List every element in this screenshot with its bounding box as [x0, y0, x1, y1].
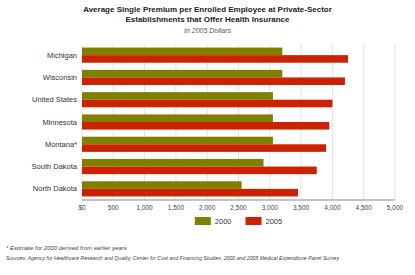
grid-line [363, 44, 364, 200]
bar [82, 55, 348, 63]
category-label: South Dakota [32, 162, 78, 171]
grid [82, 44, 395, 200]
bar [82, 181, 242, 189]
x-axis [82, 200, 395, 201]
bar [82, 189, 298, 197]
legend-swatch [195, 217, 211, 225]
tick-label: 1,000 [136, 204, 153, 211]
footnote: * Estimate for 2000 derived from earlier… [6, 245, 127, 251]
tick-label: 5,000 [387, 204, 404, 211]
bars [82, 48, 348, 197]
tick-label: 500 [108, 204, 119, 211]
tick-label: 1,500 [168, 204, 185, 211]
footnote: Sources: Agency for Healthcare Research … [6, 255, 339, 261]
category-label: Wisconsin [43, 73, 77, 82]
bar [82, 137, 273, 145]
legend-swatch [246, 217, 262, 225]
tick-label: 4,000 [324, 204, 341, 211]
title: Establishments that Offer Health Insuran… [125, 15, 290, 24]
chart: Average Single Premium per Enrolled Empl… [0, 0, 415, 275]
bar [82, 144, 326, 152]
bar [82, 122, 329, 130]
category-label: United States [32, 95, 77, 104]
bar [82, 159, 264, 167]
subtitle: In 2005 Dollars [184, 27, 232, 34]
tick-label: $0 [78, 204, 86, 211]
tick-label: 3,000 [262, 204, 279, 211]
bar [82, 100, 332, 108]
category-label: North Dakota [33, 184, 78, 193]
tick-label: 2,500 [230, 204, 247, 211]
tick-label: 4,500 [356, 204, 373, 211]
bar [82, 77, 345, 85]
title: Average Single Premium per Enrolled Empl… [83, 5, 332, 14]
legend-item: 2005 [246, 217, 283, 226]
legend-label: 2005 [266, 217, 283, 226]
bar [82, 92, 273, 100]
tick-label: 2,000 [199, 204, 216, 211]
category-label: Minnesota [42, 118, 77, 127]
grid-line [395, 44, 396, 200]
bar [82, 167, 317, 175]
category-label: Michigan [47, 51, 77, 60]
bar [82, 70, 282, 78]
bar [82, 114, 273, 122]
legend: 2000 2005 [195, 217, 282, 226]
bar [82, 48, 282, 56]
category-label: Montana* [45, 140, 77, 149]
legend-item: 2000 [195, 217, 232, 226]
grid-line [332, 44, 333, 200]
legend-label: 2000 [215, 217, 232, 226]
tick-label: 3,500 [293, 204, 310, 211]
